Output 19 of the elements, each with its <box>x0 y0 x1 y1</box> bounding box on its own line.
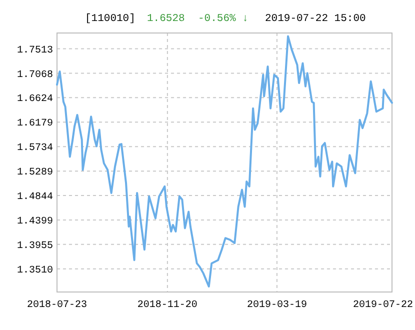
y-tick-label: 1.4844 <box>16 192 53 204</box>
text: -0.56% ↓ <box>198 13 248 25</box>
chart-title: [110010] <box>85 13 136 25</box>
x-tick-label: 2019-07-22 <box>352 300 414 311</box>
line-series <box>56 35 393 288</box>
x-tick-label: 2018-07-23 <box>26 300 88 311</box>
x-tick-label: 2019-03-19 <box>246 300 307 311</box>
y-tick-label: 1.7513 <box>16 45 53 56</box>
x-tick-label: 2018-11-20 <box>137 300 198 311</box>
text: 1.6528 <box>147 13 185 25</box>
y-tick-label: 1.7068 <box>16 70 53 81</box>
y-tick-label: 1.4399 <box>16 216 53 228</box>
y-tick-label: 1.3955 <box>16 240 53 252</box>
y-tick-label: 1.6624 <box>16 94 53 106</box>
y-tick-label: 1.5734 <box>16 143 53 154</box>
y-tick-label: 1.6179 <box>16 118 53 130</box>
y-tick-label: 1.5289 <box>16 168 53 179</box>
text: 2019-07-22 15:00 <box>265 13 366 25</box>
y-tick-label: 1.3510 <box>16 265 53 276</box>
